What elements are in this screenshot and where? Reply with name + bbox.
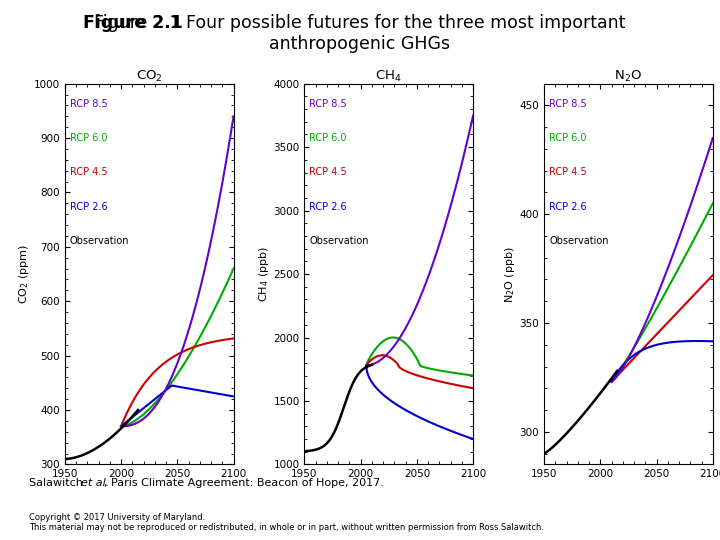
- Text: RCP 2.6: RCP 2.6: [310, 202, 347, 212]
- Text: RCP 4.5: RCP 4.5: [70, 167, 107, 178]
- Title: CO$_2$: CO$_2$: [136, 69, 163, 84]
- Text: Observation: Observation: [70, 236, 130, 246]
- Text: et al.: et al.: [81, 478, 109, 488]
- Y-axis label: CH$_4$ (ppb): CH$_4$ (ppb): [256, 246, 271, 302]
- Text: RCP 6.0: RCP 6.0: [310, 133, 347, 143]
- Text: RCP 8.5: RCP 8.5: [70, 99, 107, 109]
- Y-axis label: N$_2$O (ppb): N$_2$O (ppb): [503, 246, 517, 302]
- Text: Salawitch: Salawitch: [29, 478, 86, 488]
- Title: N$_2$O: N$_2$O: [614, 69, 642, 84]
- Text: Observation: Observation: [549, 236, 608, 246]
- Text: anthropogenic GHGs: anthropogenic GHGs: [269, 35, 451, 53]
- Text: RCP 4.5: RCP 4.5: [549, 167, 587, 178]
- Text: Observation: Observation: [310, 236, 369, 246]
- Text: RCP 2.6: RCP 2.6: [549, 202, 587, 212]
- Text: Figure 2.1: Figure 2.1: [83, 14, 183, 31]
- Title: CH$_4$: CH$_4$: [375, 69, 402, 84]
- Text: Copyright © 2017 University of Maryland.
This material may not be reproduced or : Copyright © 2017 University of Maryland.…: [29, 513, 544, 532]
- Text: , Paris Climate Agreement: Beacon of Hope, 2017.: , Paris Climate Agreement: Beacon of Hop…: [104, 478, 384, 488]
- Text: Figure 2.1 Four possible futures for the three most important: Figure 2.1 Four possible futures for the…: [94, 14, 626, 31]
- Text: RCP 4.5: RCP 4.5: [310, 167, 347, 178]
- Y-axis label: CO$_2$ (ppm): CO$_2$ (ppm): [17, 244, 31, 304]
- Text: RCP 6.0: RCP 6.0: [549, 133, 587, 143]
- Text: RCP 8.5: RCP 8.5: [549, 99, 587, 109]
- Text: RCP 2.6: RCP 2.6: [70, 202, 107, 212]
- Text: RCP 8.5: RCP 8.5: [310, 99, 347, 109]
- Text: RCP 6.0: RCP 6.0: [70, 133, 107, 143]
